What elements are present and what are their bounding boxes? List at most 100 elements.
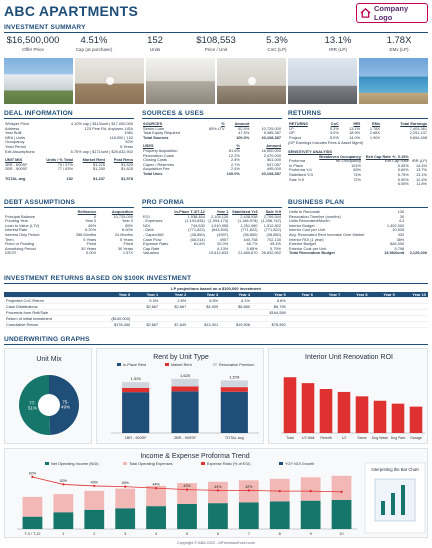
table-cell: 14.0% <box>349 134 361 140</box>
table-cell: Year 3 <box>188 292 221 298</box>
table-cell <box>287 303 315 310</box>
table-cell: Interior Cost per Unit <box>289 227 325 233</box>
table-row: Cap Rate 6.13% 5.65% 5.75% <box>142 245 282 252</box>
table-cell: UNIT MIX <box>5 157 23 163</box>
table-cell <box>369 303 397 310</box>
debt-assumptions-table: Refinance Acquisition Principal Balance 0 10… <box>4 209 134 256</box>
table-cell <box>396 309 428 316</box>
table-row: Amortizing Period 30 Years 30 Years <box>4 246 134 252</box>
table-cell: Total Uses <box>143 170 163 176</box>
table-row: Exit Assumptions 5.75% cap | $171/unit | … <box>4 149 134 155</box>
table-cell: 6.20% <box>85 227 97 233</box>
expense-ratio-label: 43% <box>183 484 191 488</box>
table-cell: $1,225 <box>93 161 105 167</box>
table-cell: 72% <box>353 176 362 182</box>
table-cell: Fixed or Floating <box>5 241 34 247</box>
table-row: Renovation Costs 12.2% 2,470,000 <box>142 152 282 159</box>
bar-segment <box>122 392 150 433</box>
table-row: Acquisition Fee 2.4% 495,000 <box>142 167 282 172</box>
table-row: DSCR 0.00X 1.57X <box>4 251 134 256</box>
table-cell: 20,108,387 <box>261 134 281 140</box>
property-photo[interactable] <box>146 58 215 104</box>
property-photo[interactable] <box>217 58 286 104</box>
table-header-row: Year 0 Year 1 Year 2 Year 3 Year 4 Year 5 Year… <box>4 292 428 298</box>
table-cell: Year 0 <box>91 292 133 298</box>
table-cell <box>342 303 370 310</box>
table-cell: 0 <box>94 213 97 219</box>
table-cell <box>188 309 221 316</box>
table-cell: 702,130 <box>266 236 281 242</box>
table-cell: 45.4% <box>269 241 281 247</box>
table-cell: $2,667 <box>132 321 161 328</box>
bar-segment <box>220 391 248 433</box>
table-cell: (771,822) <box>240 227 258 233</box>
insight-label: Interpreting the Bar Chart <box>371 467 419 472</box>
table-cell: Total Sources <box>143 134 169 140</box>
bar-noi <box>84 509 105 529</box>
table-cell: Closing Costs <box>143 157 168 163</box>
table-row: Valuation 19,612,833 21,685,870 26,832,902 <box>142 251 282 256</box>
table-cell: - Debt <box>143 227 154 233</box>
table-cell: $164,958 <box>252 309 288 316</box>
table-cell: 1,251,960 <box>240 222 258 228</box>
table-cell: $5,880 <box>220 303 253 310</box>
bar <box>409 406 423 433</box>
table-cell: Fixed <box>123 241 133 247</box>
roi-chart-panel: Interior Unit Renovation ROI Total 1/2 Wal… <box>268 348 428 444</box>
table-cell: (38,850) <box>266 231 282 237</box>
table-cell <box>287 309 315 316</box>
table-cell: 1.57X <box>122 250 133 256</box>
table-cell <box>396 297 428 304</box>
table-row: Interior Budget 1,452,000 <box>288 222 428 229</box>
chart-title: Interior Unit Renovation ROI <box>305 354 393 361</box>
table-cell: 1,452,000 <box>386 222 405 228</box>
table-row: GP 3.0% 18.9% 2.68X 2,251,137 <box>288 131 428 136</box>
table-cell <box>342 315 370 322</box>
table-cell: 13.1% <box>415 171 427 177</box>
rent-chart-panel: Rent by Unit Type In-Place Rent Market Ren… <box>96 348 264 444</box>
table-cell: 5.65% <box>246 245 258 251</box>
expense-ratio-point <box>154 486 158 490</box>
table-cell: 9,654,498 <box>409 134 427 140</box>
bar-noi <box>238 502 259 529</box>
table-cell: CoC <box>330 121 339 126</box>
bar-noi <box>269 501 290 529</box>
table-cell: In-Place T-3/T-12 <box>174 209 205 214</box>
property-photo[interactable] <box>4 58 73 104</box>
table-cell <box>396 315 428 322</box>
section-business-plan: BUSINESS PLAN <box>288 199 345 206</box>
table-cell: (771,822) <box>264 227 281 233</box>
legend-label: YOY NOI Growth <box>285 462 314 466</box>
table-cell: Address <box>5 125 20 131</box>
property-photo[interactable] <box>359 58 428 104</box>
table-cell: (38,850) <box>190 231 205 237</box>
table-cell: $1,250 <box>93 166 105 172</box>
table-row: 6.05% 11.8% <box>288 182 428 187</box>
table-header-row: UNIT MIX Units / % Total Market Rent Post R… <box>4 158 134 163</box>
bar <box>337 391 351 433</box>
table-cell <box>316 182 362 187</box>
divider <box>4 283 428 284</box>
table-cell: SOURCES <box>143 121 163 126</box>
page-title: ABC APARTMENTS <box>4 3 139 19</box>
table-cell: 152 <box>66 175 73 181</box>
table-cell: 26,832,902 <box>261 250 281 256</box>
table-cell <box>342 321 370 328</box>
property-photo[interactable] <box>75 58 144 104</box>
table-cell: Loan to Value (LTV) <box>5 222 40 228</box>
table-cell: 7,403,361 <box>409 125 427 131</box>
section-returns: RETURNS <box>288 110 322 117</box>
table-cell: 2,470,000 <box>263 152 281 158</box>
table-row: Units to Renovate 130 <box>288 209 428 215</box>
table-cell: Post Reno <box>113 157 133 163</box>
pie-hole <box>38 394 60 416</box>
kpi-value: $108,553 <box>196 35 236 46</box>
table-cell: 12.2% <box>228 152 240 158</box>
pie-label-line: 49% <box>61 405 70 410</box>
table-cell <box>160 315 189 322</box>
table-cell: Amount <box>266 143 281 149</box>
table-header-row: Refinance Acquisition <box>4 209 134 215</box>
table-row: Proforma Yr1 83% 5.60% 13.7% <box>288 168 428 173</box>
table-header-row: Breakeven Occupancy Exit Cap Rate +/- 0.1… <box>288 154 428 160</box>
property-photo[interactable] <box>288 58 357 104</box>
